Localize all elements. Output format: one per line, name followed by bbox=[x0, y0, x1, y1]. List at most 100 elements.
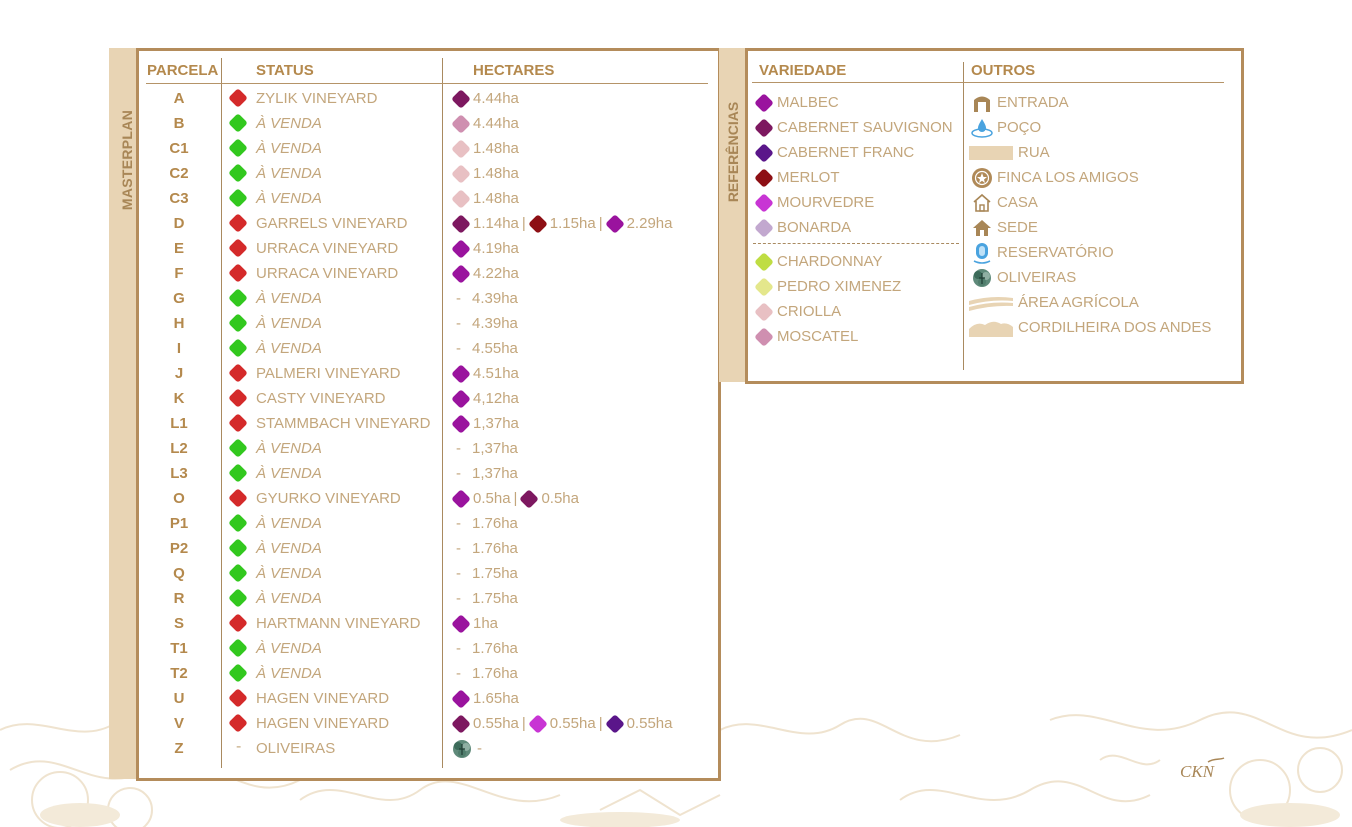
status-text: HARTMANN VINEYARD bbox=[256, 615, 421, 632]
hectares-value: 1,37ha bbox=[473, 415, 519, 432]
status-text: À VENDA bbox=[256, 565, 322, 582]
status-text: À VENDA bbox=[256, 515, 322, 532]
legend-label: MOSCATEL bbox=[777, 328, 859, 345]
for-sale-status-diamond-icon bbox=[228, 138, 248, 158]
legend-item: ENTRADA bbox=[969, 90, 1069, 115]
hectares-value: 1.15ha bbox=[549, 215, 596, 232]
sold-status-diamond-icon bbox=[228, 613, 248, 633]
table-row: L2 À VENDA -1,37ha bbox=[140, 436, 715, 461]
no-status-dash: - bbox=[236, 738, 242, 755]
parcela-id: B bbox=[173, 115, 185, 132]
legend-label: CABERNET SAUVIGNON bbox=[777, 119, 953, 136]
table-row: Q À VENDA -1.75ha bbox=[140, 561, 715, 586]
no-variety-dash: - bbox=[456, 565, 461, 582]
for-sale-status-diamond-icon bbox=[228, 538, 248, 558]
legend-item: FINCA LOS AMIGOS bbox=[969, 165, 1139, 190]
well-drop-icon bbox=[969, 117, 995, 139]
parcela-id: L3 bbox=[170, 465, 188, 482]
separator: | bbox=[521, 215, 526, 232]
status-text: HAGEN VINEYARD bbox=[256, 690, 390, 707]
status-text: URRACA VINEYARD bbox=[256, 240, 399, 257]
table-row: T2 À VENDA -1.76ha bbox=[140, 661, 715, 686]
bonarda-diamond-icon bbox=[754, 217, 774, 238]
status-text: À VENDA bbox=[256, 540, 322, 557]
separator: | bbox=[521, 715, 526, 732]
legend-item: PEDRO XIMENEZ bbox=[754, 274, 901, 299]
legend-label: MALBEC bbox=[777, 94, 839, 111]
parcela-id: T1 bbox=[170, 640, 188, 657]
hectares-value: 1.48ha bbox=[473, 140, 519, 157]
legend-label: CABERNET FRANC bbox=[777, 144, 915, 161]
mourvedre-diamond-icon bbox=[527, 713, 548, 734]
status-text: ZYLIK VINEYARD bbox=[256, 90, 378, 107]
table-row: H À VENDA -4.39ha bbox=[140, 311, 715, 336]
hectares-value: 4.22ha bbox=[473, 265, 519, 282]
hectares-cell: -1.76ha bbox=[451, 536, 518, 561]
status-text: À VENDA bbox=[256, 290, 322, 307]
legend-label: SEDE bbox=[997, 219, 1038, 236]
legend-label: CASA bbox=[997, 194, 1038, 211]
masterplan-label: MASTERPLAN bbox=[119, 109, 135, 211]
no-variety-dash: - bbox=[456, 665, 461, 682]
parcela-id: L1 bbox=[170, 415, 188, 432]
legend-label: MOURVEDRE bbox=[777, 194, 875, 211]
status-text: PALMERI VINEYARD bbox=[256, 365, 401, 382]
table-row: U HAGEN VINEYARD 1.65ha bbox=[140, 686, 715, 711]
hectares-cell: 4.22ha bbox=[451, 261, 519, 286]
hectares-value: 2.29ha bbox=[626, 215, 673, 232]
hectares-cell: 4,12ha bbox=[451, 386, 519, 411]
status-text: À VENDA bbox=[256, 190, 322, 207]
legend-item: CORDILHEIRA DOS ANDES bbox=[969, 315, 1211, 340]
legend-item: CHARDONNAY bbox=[754, 249, 883, 274]
status-text: GYURKO VINEYARD bbox=[256, 490, 401, 507]
olive-tree-icon bbox=[969, 267, 995, 289]
status-text: À VENDA bbox=[256, 640, 322, 657]
road-bar-icon bbox=[969, 142, 1013, 164]
house-filled-icon bbox=[969, 217, 995, 239]
cabernet_franc-diamond-icon bbox=[754, 142, 774, 163]
no-variety-dash: - bbox=[456, 290, 461, 307]
malbec-diamond-icon bbox=[754, 92, 774, 113]
hectares-value: 4.44ha bbox=[473, 115, 519, 132]
hectares-value: 1ha bbox=[473, 615, 499, 632]
table-row: V HAGEN VINEYARD 0.55ha | 0.55ha | 0.55ha bbox=[140, 711, 715, 736]
hectares-value: 4.39ha bbox=[472, 290, 518, 307]
status-text: URRACA VINEYARD bbox=[256, 265, 399, 282]
parcela-id: V bbox=[173, 715, 184, 732]
table-row: C3 À VENDA 1.48ha bbox=[140, 186, 715, 211]
sold-status-diamond-icon bbox=[228, 263, 248, 283]
parcela-id: C2 bbox=[169, 165, 189, 182]
parcela-id: P1 bbox=[169, 515, 189, 532]
header-variedade: VARIEDADE bbox=[759, 62, 847, 79]
legend-item: CRIOLLA bbox=[754, 299, 842, 324]
no-variety-dash: - bbox=[456, 640, 461, 657]
hectares-cell: 1.48ha bbox=[451, 161, 519, 186]
referencias-tab bbox=[719, 48, 745, 382]
legend-item: MOURVEDRE bbox=[754, 190, 875, 215]
hectares-cell: 1.14ha | 1.15ha | 2.29ha bbox=[451, 211, 672, 236]
hectares-value: 1.76ha bbox=[472, 640, 518, 657]
sold-status-diamond-icon bbox=[228, 238, 248, 258]
column-divider bbox=[963, 62, 964, 370]
table-row: L1 STAMMBACH VINEYARD 1,37ha bbox=[140, 411, 715, 436]
hectares-value: 1.14ha bbox=[473, 215, 519, 232]
hectares-cell: 4.44ha bbox=[451, 86, 519, 111]
separator: | bbox=[598, 215, 603, 232]
legend-item: OLIVEIRAS bbox=[969, 265, 1076, 290]
hectares-value: 1.76ha bbox=[472, 540, 518, 557]
cabernet_sauvignon-diamond-icon bbox=[754, 117, 774, 138]
hectares-cell: -1.76ha bbox=[451, 636, 518, 661]
legend-item: RESERVATÓRIO bbox=[969, 240, 1114, 265]
hectares-value: 4.44ha bbox=[473, 90, 519, 107]
malbec-diamond-icon bbox=[451, 263, 471, 284]
no-variety-dash: - bbox=[456, 440, 461, 457]
pedro_ximenez-diamond-icon bbox=[754, 276, 774, 297]
column-divider bbox=[221, 58, 222, 768]
legend-label: CRIOLLA bbox=[777, 303, 842, 320]
malbec-diamond-icon bbox=[451, 613, 471, 634]
sold-status-diamond-icon bbox=[228, 88, 248, 108]
legend-item: MERLOT bbox=[754, 165, 840, 190]
hectares-cell: - bbox=[451, 736, 482, 761]
parcela-id: C1 bbox=[169, 140, 189, 157]
malbec-diamond-icon bbox=[451, 688, 471, 709]
